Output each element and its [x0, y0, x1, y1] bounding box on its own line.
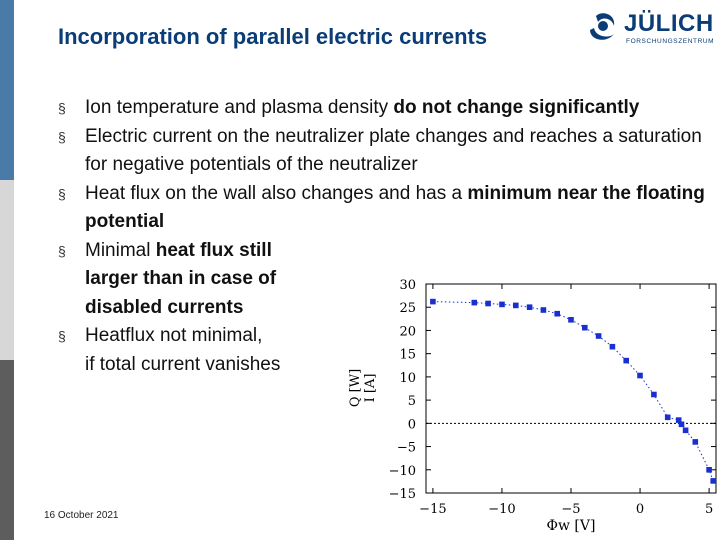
logo-subtitle: FORSCHUNGSZENTRUM: [626, 38, 715, 45]
bullet-item: § Minimal heat flux still larger than in c…: [58, 237, 708, 323]
data-point: [651, 391, 657, 398]
slide-title: Incorporation of parallel electric curre…: [58, 24, 488, 49]
data-point: [471, 299, 478, 306]
x-axis-label: Φw [V]: [547, 518, 596, 534]
logo-name: JÜLICH: [624, 10, 714, 37]
data-point: [595, 333, 602, 339]
bullet-text: do not change significantly: [393, 97, 640, 118]
y-tick-label: −5: [397, 441, 416, 456]
bullet-text: minimum near the floating potential: [85, 182, 705, 233]
data-point: [526, 304, 533, 310]
bullet-item: § Electric current on the neutralizer pla…: [58, 123, 708, 180]
data-point: [609, 343, 616, 350]
data-point: [485, 300, 491, 307]
bullet-text: heat flux still: [155, 239, 272, 261]
y-axis-label: Q [W]: [348, 369, 363, 407]
y-tick-label: −15: [389, 487, 416, 502]
data-point: [664, 414, 671, 421]
x-tick-label: 5: [705, 502, 713, 517]
left-accent-bar-top: [0, 0, 14, 180]
bullet-symbol: §: [58, 242, 66, 259]
data-point: [678, 421, 685, 428]
bullet-text: larger than in case of: [85, 268, 277, 289]
x-tick-label: −5: [561, 502, 580, 517]
heat-flux-current-chart: −15 −10 −5 0 5 10 15 20 25 30 −15 −10 −5 0 5 Φw [V] Q [W…: [348, 278, 717, 534]
data-point: [513, 302, 519, 309]
bullet-symbol: §: [58, 128, 66, 145]
data-point: [554, 310, 560, 317]
x-tick-label: −15: [419, 502, 446, 517]
bullet-text: disabled currents: [85, 296, 244, 318]
data-point: [430, 298, 436, 305]
y-tick-label: 0: [408, 417, 416, 432]
bullet-item: § Ion temperature and plasma density do n…: [58, 94, 708, 123]
bullet-symbol: §: [58, 100, 66, 116]
bullet-symbol: §: [58, 185, 66, 202]
y-tick-label: 15: [399, 348, 416, 363]
data-point: [499, 301, 505, 308]
data-point: [682, 427, 689, 434]
footer-date: 16 October 2021: [44, 510, 119, 521]
data-point: [692, 439, 699, 445]
x-tick-label: 0: [636, 502, 644, 517]
bullet-item: § Heatflux not minimal, if total current v…: [58, 322, 708, 379]
data-point: [568, 317, 574, 323]
data-point: [675, 417, 682, 423]
data-point: [540, 307, 547, 313]
bullet-text: Minimal: [85, 239, 156, 261]
juelich-logo: JÜLICH FORSCHUNGSZENTRUM: [586, 8, 714, 50]
bullet-text: if total current vanishes: [85, 353, 281, 375]
y-tick-label: −10: [389, 464, 416, 479]
y-axis-label: I [A]: [363, 374, 378, 403]
bullet-text: Heatflux not minimal,: [85, 325, 263, 346]
y-tick-label: 30: [399, 278, 416, 293]
chart-frame: [425, 283, 717, 494]
bullet-list: § Ion temperature and plasma density do n…: [58, 94, 708, 379]
left-accent-bar-middle: [0, 180, 14, 360]
left-accent-bar-bottom: [0, 360, 14, 540]
data-point: [710, 478, 716, 484]
bullet-item: § Heat flux on the wall also changes and …: [58, 180, 708, 237]
data-point: [706, 467, 712, 473]
bullet-text: Ion temperature and plasma density: [85, 97, 394, 118]
y-tick-label: 25: [399, 301, 416, 316]
bullet-symbol: §: [58, 328, 66, 344]
x-tick-label: −10: [488, 502, 515, 517]
series-line: [432, 301, 714, 482]
y-tick-label: 20: [399, 324, 416, 339]
bullet-text: Electric current on the neutralizer plat…: [85, 125, 702, 176]
juelich-logo-icon: [590, 13, 615, 40]
data-point: [637, 372, 643, 379]
data-point: [623, 357, 629, 364]
y-tick-label: 10: [399, 371, 416, 386]
data-point: [582, 324, 588, 331]
y-tick-label: 5: [408, 394, 416, 409]
bullet-text: Heat flux on the wall also changes and h…: [85, 182, 468, 204]
